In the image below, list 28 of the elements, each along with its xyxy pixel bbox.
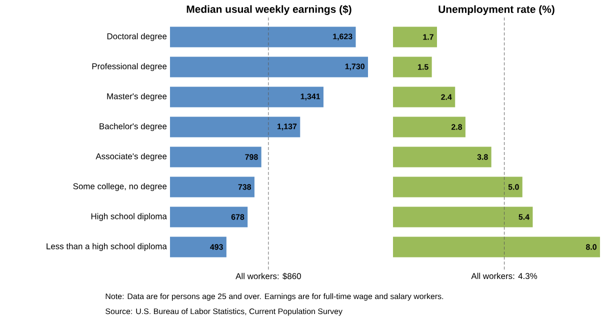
bar <box>393 146 492 168</box>
ref-line-label: All workers: $860 <box>236 272 301 280</box>
bar <box>170 56 368 78</box>
bar <box>170 176 254 198</box>
bar <box>393 116 466 138</box>
bar <box>170 146 262 168</box>
y-tick-label: Some college, no degree <box>73 183 167 191</box>
y-tick-label: Bachelor's degree <box>100 123 167 131</box>
bar <box>393 176 522 198</box>
bar <box>170 206 248 228</box>
chart-title: Median usual weekly earnings ($) <box>186 5 352 16</box>
bar <box>393 236 600 258</box>
y-tick-label: Less than a high school diploma <box>46 243 167 251</box>
chart-title: Unemployment rate (%) <box>438 5 554 16</box>
y-tick-label: High school diploma <box>91 213 167 221</box>
bar <box>393 86 456 108</box>
y-tick-label: Associate's degree <box>96 153 167 161</box>
bar <box>393 26 437 48</box>
bar <box>393 56 432 78</box>
bar <box>170 26 356 48</box>
bar <box>170 116 300 138</box>
y-tick-label: Doctoral degree <box>107 33 167 41</box>
bar <box>170 86 324 108</box>
ref-line-label: All workers: 4.3% <box>471 272 538 280</box>
y-tick-label: Professional degree <box>92 63 167 71</box>
y-tick-label: Master's degree <box>107 93 167 101</box>
bar <box>170 236 226 258</box>
bar <box>393 206 533 228</box>
